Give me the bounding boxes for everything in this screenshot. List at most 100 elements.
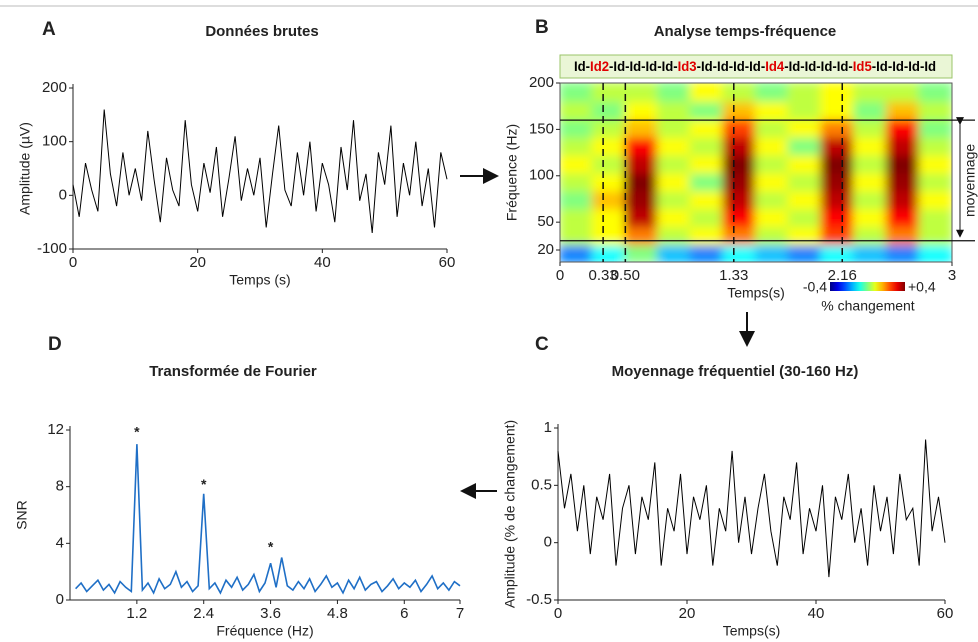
y-axis-label: Amplitude (µV) — [17, 122, 33, 215]
heat-cell — [918, 207, 952, 228]
heat-cell — [820, 243, 855, 262]
heat-cell — [624, 171, 659, 192]
heat-cell — [918, 171, 952, 192]
heat-cell — [755, 83, 790, 102]
heat-cell — [722, 135, 757, 156]
heat-cell — [591, 207, 627, 228]
heat-cell — [624, 83, 659, 102]
panel-label: D — [48, 334, 62, 355]
heat-cell — [722, 83, 757, 102]
heat-cell — [657, 99, 692, 120]
heat-cell — [560, 135, 594, 156]
colorbar-tick-label: +0,4 — [908, 279, 936, 295]
heat-cell — [722, 99, 757, 120]
heat-cell — [885, 83, 921, 102]
chart-title: Données brutes — [205, 23, 318, 40]
chart-title: Analyse temps-fréquence — [654, 23, 837, 40]
heat-cell — [624, 153, 659, 174]
chart-title: Transformée de Fourier — [149, 363, 317, 380]
y-tick-label: 200 — [42, 79, 67, 96]
heat-cell — [689, 207, 725, 228]
y-tick-label: 0 — [59, 186, 67, 203]
x-axis-label: Temps(s) — [723, 623, 781, 639]
x-tick-label: 20 — [189, 254, 206, 271]
heat-cell — [787, 189, 823, 210]
heat-cell — [885, 225, 921, 246]
y-axis-label: SNR — [14, 500, 30, 530]
y-tick-label: 150 — [529, 120, 554, 137]
heat-cell — [560, 83, 594, 102]
heat-cell — [624, 243, 659, 262]
heat-cell — [722, 117, 757, 138]
heat-cell — [820, 99, 855, 120]
heat-cell — [885, 207, 921, 228]
y-axis-label: Fréquence (Hz) — [504, 124, 520, 221]
y-tick-label: 0 — [56, 591, 64, 608]
x-tick-label: 60 — [439, 254, 456, 271]
x-tick-label: 3.6 — [260, 605, 281, 622]
heat-cell — [885, 153, 921, 174]
heat-cell — [755, 117, 790, 138]
heat-cell — [755, 207, 790, 228]
heat-cell — [657, 225, 692, 246]
heat-cell — [820, 171, 855, 192]
x-axis-label: Fréquence (Hz) — [216, 623, 313, 639]
heat-cell — [918, 117, 952, 138]
heat-cell — [853, 189, 888, 210]
heat-cell — [755, 135, 790, 156]
heat-cell — [624, 207, 659, 228]
heat-cell — [560, 117, 594, 138]
x-tick-label: 0.50 — [611, 267, 640, 284]
x-tick-label: 0.33 — [589, 267, 618, 284]
heat-cell — [853, 99, 888, 120]
heat-cell — [560, 189, 594, 210]
heat-cell — [820, 189, 855, 210]
heat-cell — [787, 243, 823, 262]
heat-cell — [820, 117, 855, 138]
x-tick-label: 6 — [400, 605, 408, 622]
y-axis-label: Amplitude (% de changement) — [502, 420, 518, 608]
x-tick-label: 0 — [554, 605, 562, 622]
stimulus: Id- — [574, 58, 590, 74]
heat-cell — [755, 243, 790, 262]
heat-cell — [918, 225, 952, 246]
panel-label: B — [535, 17, 549, 38]
x-tick-label: 0 — [69, 254, 77, 271]
y-tick-label: 100 — [42, 133, 67, 150]
data-line — [75, 444, 461, 595]
heat-cell — [591, 83, 627, 102]
x-tick-label: 7 — [456, 605, 464, 622]
heat-cell — [820, 153, 855, 174]
heat-cell — [657, 171, 692, 192]
heat-cell — [560, 207, 594, 228]
stimulus: -Id-Id-Id-Id — [872, 58, 936, 74]
colorbar — [830, 282, 905, 291]
x-tick-label: 4.8 — [327, 605, 348, 622]
heat-cell — [755, 153, 790, 174]
heat-cell — [722, 171, 757, 192]
heat-cell — [689, 99, 725, 120]
heat-cell — [689, 243, 725, 262]
y-tick-label: 100 — [529, 167, 554, 184]
stimulus: Id5 — [853, 58, 872, 74]
heat-cell — [689, 189, 725, 210]
heat-cell — [787, 135, 823, 156]
heat-cell — [787, 225, 823, 246]
heat-cell — [722, 243, 757, 262]
heat-cell — [591, 171, 627, 192]
x-tick-label: 20 — [679, 605, 696, 622]
heat-cell — [755, 225, 790, 246]
y-tick-label: 50 — [537, 213, 554, 230]
heat-cell — [689, 135, 725, 156]
heat-cell — [755, 99, 790, 120]
heat-cell — [722, 225, 757, 246]
heat-cell — [591, 189, 627, 210]
heat-cell — [591, 135, 627, 156]
heat-cell — [787, 83, 823, 102]
data-line — [557, 439, 946, 578]
stimulus: Id3 — [678, 58, 697, 74]
heat-cell — [885, 117, 921, 138]
x-tick-label: 2.4 — [193, 605, 214, 622]
y-tick-label: 200 — [529, 74, 554, 91]
heat-cell — [853, 83, 888, 102]
